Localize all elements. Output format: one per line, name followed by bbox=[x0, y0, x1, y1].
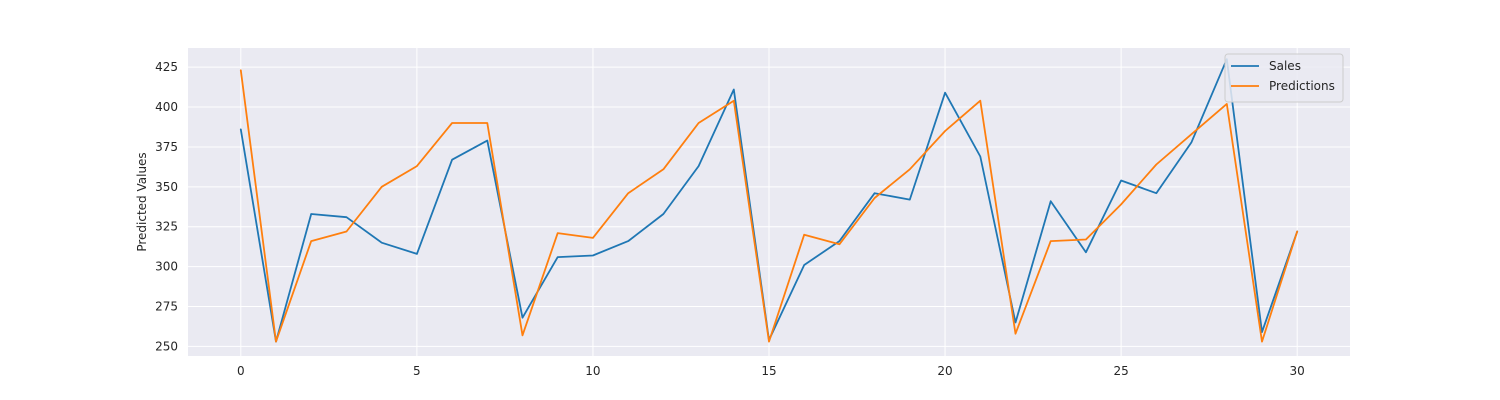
x-tick-label: 10 bbox=[585, 364, 600, 378]
y-tick-label: 250 bbox=[155, 339, 178, 353]
y-tick-label: 375 bbox=[155, 140, 178, 154]
legend-label-sales: Sales bbox=[1269, 59, 1301, 73]
x-tick-label: 20 bbox=[937, 364, 952, 378]
y-tick-label: 325 bbox=[155, 220, 178, 234]
y-tick-label: 400 bbox=[155, 100, 178, 114]
y-axis-ticks: 250 275 300 325 350 375 400 425 bbox=[155, 60, 178, 353]
x-axis-ticks: 0 5 10 15 20 25 30 bbox=[237, 364, 1305, 378]
grid-lines bbox=[188, 48, 1350, 356]
y-tick-label: 425 bbox=[155, 60, 178, 74]
x-tick-label: 0 bbox=[237, 364, 245, 378]
legend: Sales Predictions bbox=[1224, 53, 1344, 103]
y-tick-label: 300 bbox=[155, 260, 178, 274]
x-tick-label: 30 bbox=[1290, 364, 1305, 378]
y-tick-label: 275 bbox=[155, 300, 178, 314]
y-axis-label: Predicted Values bbox=[135, 152, 149, 251]
x-tick-label: 25 bbox=[1113, 364, 1128, 378]
legend-label-predictions: Predictions bbox=[1269, 79, 1335, 93]
x-tick-label: 15 bbox=[761, 364, 776, 378]
series-line-predictions bbox=[239, 69, 1299, 343]
x-tick-label: 5 bbox=[413, 364, 421, 378]
series-layer bbox=[239, 58, 1299, 343]
y-tick-label: 350 bbox=[155, 180, 178, 194]
